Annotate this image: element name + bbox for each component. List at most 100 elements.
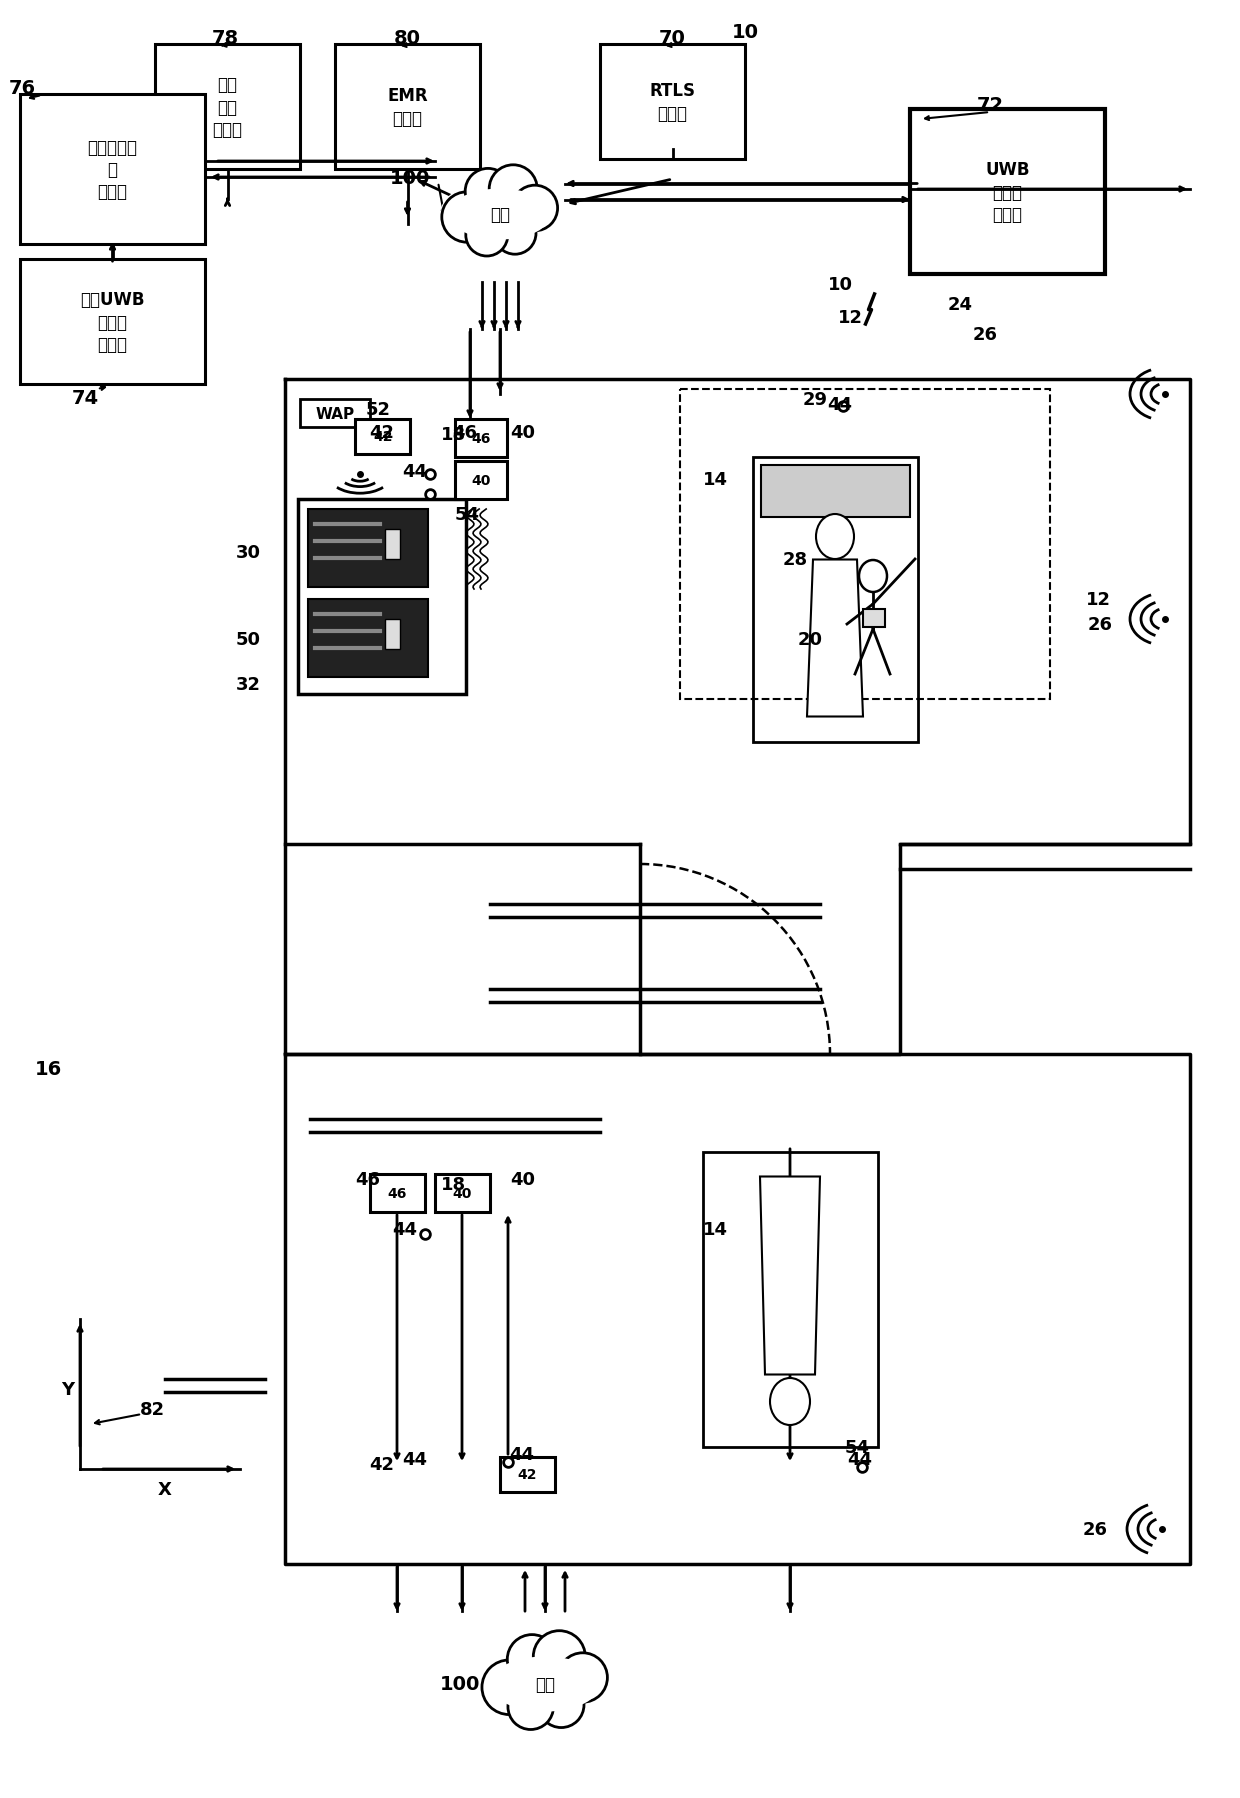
Bar bbox=[384, 620, 401, 649]
Circle shape bbox=[512, 187, 558, 232]
Text: 28: 28 bbox=[782, 550, 807, 568]
Bar bbox=[863, 610, 885, 628]
Text: 54: 54 bbox=[455, 505, 480, 523]
Text: 44: 44 bbox=[403, 1451, 428, 1469]
Bar bbox=[760, 466, 909, 518]
Text: 42: 42 bbox=[517, 1467, 537, 1482]
Bar bbox=[680, 390, 1050, 699]
Circle shape bbox=[441, 192, 492, 243]
Ellipse shape bbox=[816, 514, 854, 559]
Bar bbox=[753, 457, 918, 743]
Text: Y: Y bbox=[62, 1381, 74, 1399]
Bar bbox=[703, 1153, 878, 1447]
Bar bbox=[500, 1456, 556, 1492]
Bar bbox=[384, 530, 401, 559]
Text: 护士
呼叫
服务器: 护士 呼叫 服务器 bbox=[212, 76, 243, 138]
Bar bbox=[910, 110, 1105, 275]
Text: 24: 24 bbox=[947, 297, 972, 315]
Text: 14: 14 bbox=[703, 471, 728, 489]
Circle shape bbox=[494, 214, 536, 255]
Ellipse shape bbox=[480, 1647, 610, 1721]
Text: 100: 100 bbox=[440, 1674, 480, 1694]
Text: WAP: WAP bbox=[315, 406, 355, 421]
Text: 44: 44 bbox=[847, 1451, 873, 1469]
Ellipse shape bbox=[490, 1656, 600, 1712]
Circle shape bbox=[482, 1660, 537, 1715]
Circle shape bbox=[558, 1652, 608, 1703]
Text: 26: 26 bbox=[972, 325, 997, 343]
Text: 其它服务器
和
计算机: 其它服务器 和 计算机 bbox=[88, 138, 138, 201]
Circle shape bbox=[538, 1683, 584, 1728]
Text: 44: 44 bbox=[510, 1446, 534, 1464]
Circle shape bbox=[508, 1685, 553, 1730]
Text: X: X bbox=[157, 1480, 172, 1498]
Text: 30: 30 bbox=[236, 543, 260, 561]
Text: 42: 42 bbox=[373, 430, 393, 444]
Text: 44: 44 bbox=[403, 462, 428, 480]
Text: EMR
服务器: EMR 服务器 bbox=[387, 88, 428, 128]
Text: 26: 26 bbox=[1087, 615, 1112, 633]
Bar bbox=[600, 45, 745, 160]
Polygon shape bbox=[807, 561, 863, 717]
Circle shape bbox=[465, 169, 511, 216]
Ellipse shape bbox=[770, 1379, 810, 1426]
Text: 10: 10 bbox=[827, 275, 853, 293]
Text: 40: 40 bbox=[511, 424, 536, 442]
Text: 32: 32 bbox=[236, 676, 260, 694]
Text: 54: 54 bbox=[844, 1438, 869, 1456]
Text: 18: 18 bbox=[440, 426, 465, 444]
Text: 74: 74 bbox=[72, 388, 98, 408]
Bar bbox=[308, 601, 428, 678]
Bar bbox=[20, 261, 205, 385]
Text: 72: 72 bbox=[976, 95, 1003, 115]
Text: 44: 44 bbox=[393, 1221, 418, 1239]
Text: 29: 29 bbox=[802, 390, 827, 408]
Text: 46: 46 bbox=[356, 1170, 381, 1188]
Bar bbox=[455, 462, 507, 500]
Text: 80: 80 bbox=[393, 29, 420, 47]
Text: RTLS
服务器: RTLS 服务器 bbox=[650, 83, 696, 122]
Text: 26: 26 bbox=[1083, 1519, 1107, 1537]
Text: 20: 20 bbox=[797, 631, 822, 649]
Bar bbox=[370, 1174, 425, 1212]
Text: 12: 12 bbox=[837, 309, 863, 327]
Text: 70: 70 bbox=[658, 29, 686, 47]
Circle shape bbox=[466, 216, 508, 257]
Text: 76: 76 bbox=[9, 79, 36, 97]
Text: 18: 18 bbox=[440, 1176, 465, 1194]
Text: 44: 44 bbox=[827, 396, 853, 414]
Text: 10: 10 bbox=[732, 23, 759, 41]
Bar bbox=[155, 45, 300, 169]
Bar bbox=[335, 45, 480, 169]
Ellipse shape bbox=[440, 180, 560, 250]
Text: 40: 40 bbox=[453, 1187, 471, 1201]
Bar bbox=[455, 419, 507, 458]
Ellipse shape bbox=[449, 189, 551, 241]
Text: 16: 16 bbox=[35, 1059, 62, 1079]
Text: 40: 40 bbox=[511, 1170, 536, 1188]
Bar bbox=[298, 500, 466, 694]
Text: 46: 46 bbox=[471, 432, 491, 446]
Text: 网络: 网络 bbox=[534, 1676, 556, 1694]
Text: 46: 46 bbox=[387, 1187, 407, 1201]
Text: UWB
集线器
计算机: UWB 集线器 计算机 bbox=[986, 162, 1029, 223]
Text: 100: 100 bbox=[389, 169, 430, 187]
Text: 52: 52 bbox=[366, 401, 391, 419]
Text: 42: 42 bbox=[370, 424, 394, 442]
Text: 网络: 网络 bbox=[490, 207, 510, 225]
Text: 14: 14 bbox=[703, 1221, 728, 1239]
Text: 其它UWB
集线器
计算机: 其它UWB 集线器 计算机 bbox=[81, 291, 145, 354]
Circle shape bbox=[507, 1634, 557, 1685]
Bar bbox=[308, 509, 428, 588]
Bar bbox=[435, 1174, 490, 1212]
Bar bbox=[355, 419, 410, 455]
Text: 78: 78 bbox=[212, 29, 238, 47]
Text: 12: 12 bbox=[1085, 592, 1111, 610]
Text: 82: 82 bbox=[139, 1401, 165, 1419]
Text: 46: 46 bbox=[453, 424, 477, 442]
Text: 40: 40 bbox=[471, 473, 491, 487]
Polygon shape bbox=[760, 1178, 820, 1375]
Bar bbox=[20, 95, 205, 245]
Text: 50: 50 bbox=[236, 631, 260, 649]
Bar bbox=[300, 399, 370, 428]
